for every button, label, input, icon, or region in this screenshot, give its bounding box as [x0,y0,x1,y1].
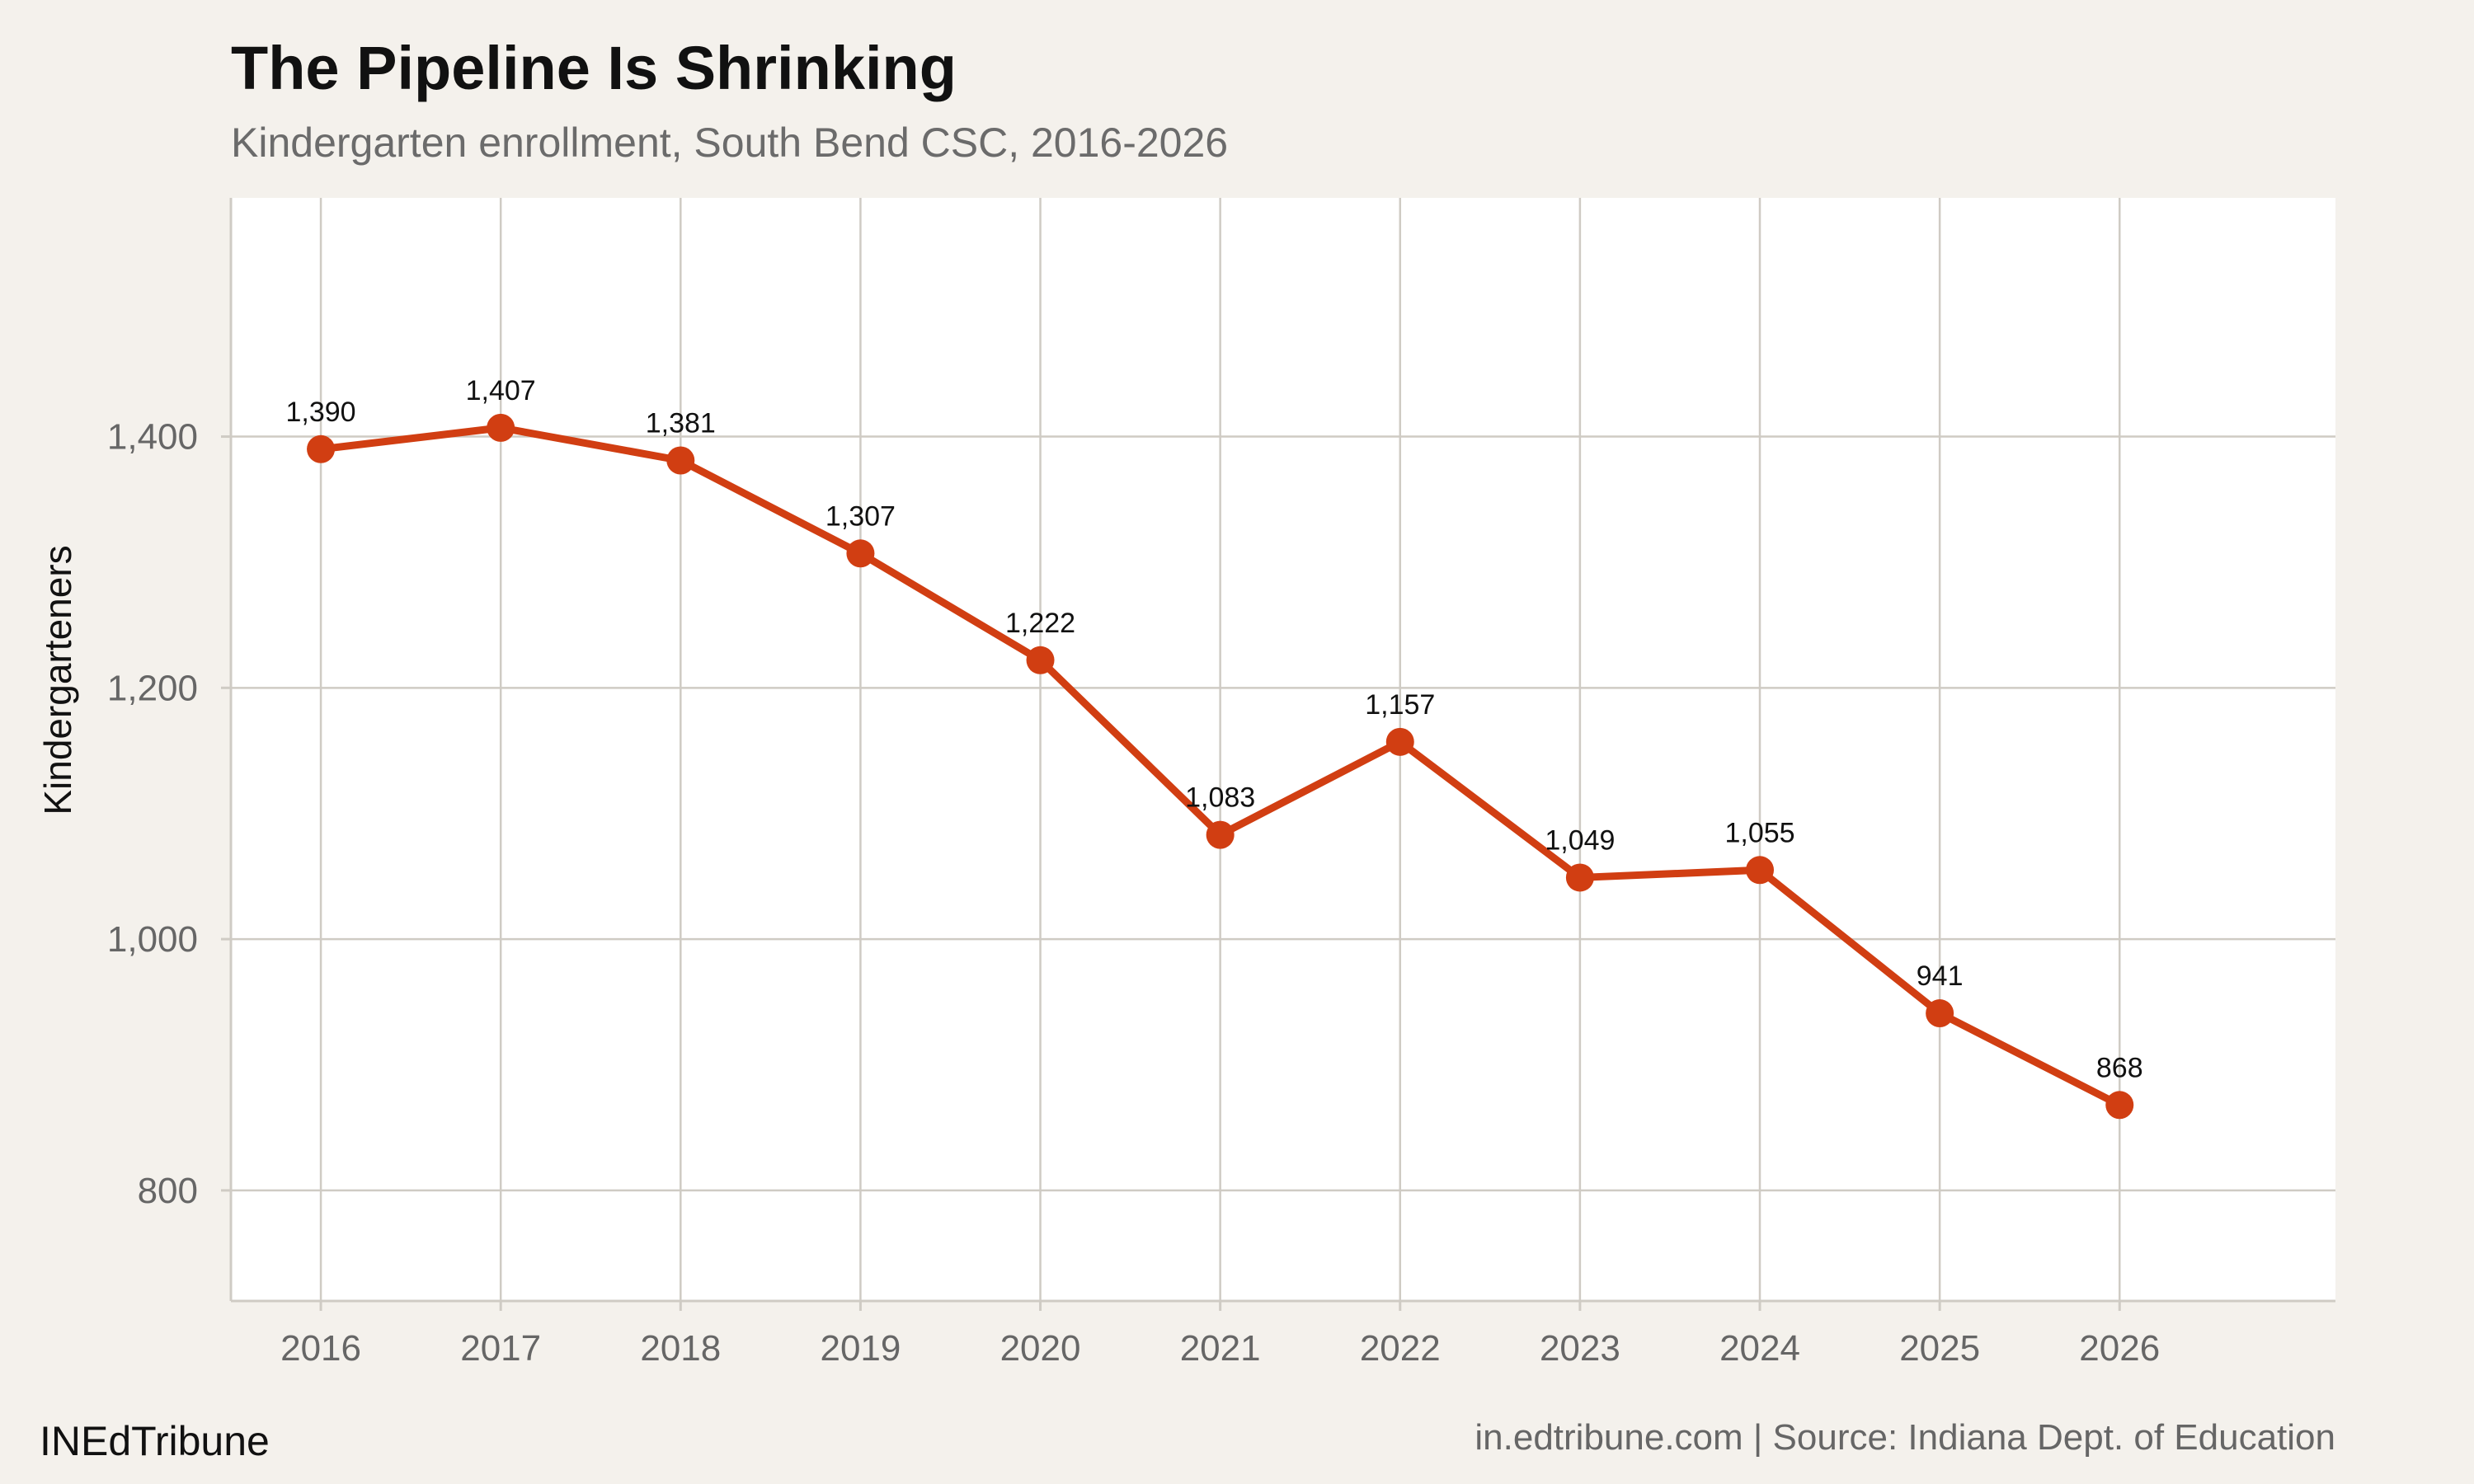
x-tick-label: 2016 [280,1328,361,1369]
y-tick-label: 1,000 [107,919,198,960]
data-point [307,434,336,463]
data-point [846,539,875,568]
data-label: 868 [2096,1052,2143,1083]
series-layer [307,413,2134,1120]
data-point [1026,646,1055,674]
plot-area [231,198,2335,1301]
data-label: 1,307 [825,500,896,532]
data-labels: 1,390 1,407 1,381 1,307 1,222 1,083 1,157 1,049… [286,375,2143,1083]
chart-subtitle: Kindergarten enrollment, South Bend CSC,… [231,120,1228,166]
data-point [1385,727,1414,756]
x-tick-label: 2024 [1719,1328,1800,1369]
x-tick-label: 2017 [460,1328,541,1369]
data-label: 1,157 [1365,689,1435,721]
data-label: 1,055 [1724,817,1794,848]
x-tick-label: 2026 [2079,1328,2160,1369]
data-label: 1,407 [466,375,536,406]
y-tick-label: 1,200 [107,668,198,708]
data-point [1926,999,1954,1028]
x-tick-label: 2022 [1360,1328,1441,1369]
y-tick-label: 800 [138,1171,198,1211]
data-label: 1,390 [286,397,356,428]
data-label: 1,049 [1545,824,1615,856]
x-tick-label: 2021 [1180,1328,1261,1369]
data-point [1206,820,1235,849]
chart-title: The Pipeline Is Shrinking [231,34,957,102]
source-credit: in.edtribune.com | Source: Indiana Dept.… [1475,1417,2335,1458]
x-tick-label: 2019 [820,1328,901,1369]
y-tick-label: 1,400 [107,417,198,458]
x-tick-label: 2018 [640,1328,721,1369]
y-tick-labels: 800 1,000 1,200 1,400 [107,417,198,1211]
brand-name: INEdTribune [40,1418,270,1464]
x-tick-labels: 2016 2017 2018 2019 2020 2021 2022 2023 2024 2025… [280,1328,2160,1369]
data-label: 1,381 [646,407,716,439]
data-point [2105,1091,2134,1120]
x-tick-label: 2020 [1000,1328,1081,1369]
axes [221,198,2335,1311]
data-point [1565,863,1594,892]
data-point [487,413,515,442]
x-tick-label: 2025 [1899,1328,1980,1369]
x-tick-label: 2023 [1540,1328,1620,1369]
data-label: 941 [1917,960,1964,992]
data-label: 1,083 [1185,782,1255,814]
data-point [666,446,695,475]
data-point [1746,856,1775,885]
data-label: 1,222 [1005,608,1075,639]
y-axis-title: Kindergarteners [36,545,79,815]
